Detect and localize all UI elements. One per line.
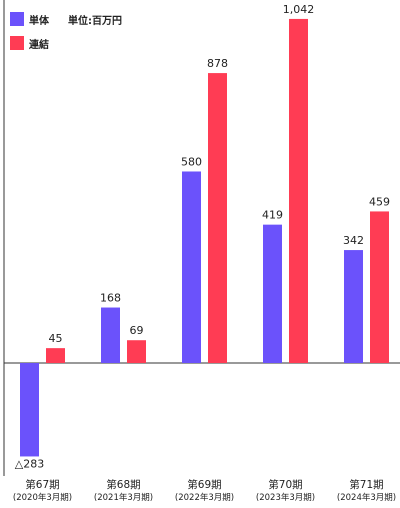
x-tick-main-5: 第71期 <box>349 479 384 491</box>
x-tick-label-5: 第71期 (2024年3月期) <box>317 478 400 504</box>
bar-single-3 <box>182 171 201 363</box>
x-tick-label-3: 第69期 (2022年3月期) <box>155 478 255 504</box>
data-label-single-4: 419 <box>262 209 283 222</box>
legend-item-consolidated: 連結 <box>10 34 49 52</box>
x-tick-sub-3: (2022年3月期) <box>174 493 235 503</box>
data-label-consolidated-1: 45 <box>49 332 63 345</box>
bar-single-4 <box>263 224 282 363</box>
x-tick-sub-1: (2020年3月期) <box>12 493 73 503</box>
bar-consolidated-2 <box>127 340 146 363</box>
data-label-consolidated-5: 459 <box>369 195 390 208</box>
legend-label-single: 単体 <box>29 15 49 27</box>
bar-single-5 <box>344 250 363 363</box>
x-tick-main-2: 第68期 <box>106 479 141 491</box>
data-label-consolidated-3: 878 <box>207 57 228 70</box>
x-tick-main-1: 第67期 <box>25 479 60 491</box>
data-label-single-2: 168 <box>100 292 121 305</box>
x-tick-sub-2: (2021年3月期) <box>93 493 154 503</box>
bar-single-2 <box>101 307 120 363</box>
bar-consolidated-3 <box>208 73 227 363</box>
x-tick-main-4: 第70期 <box>268 479 303 491</box>
data-label-single-3: 580 <box>181 155 202 168</box>
bar-consolidated-1 <box>46 348 65 363</box>
legend-swatch-consolidated <box>10 36 24 50</box>
data-label-consolidated-4: 1,042 <box>283 3 315 16</box>
legend-swatch-single <box>10 12 24 26</box>
bar-single-1 <box>20 363 39 457</box>
legend: 単体 連結 <box>10 10 49 58</box>
bar-consolidated-4 <box>289 18 308 363</box>
x-tick-label-2: 第68期 (2021年3月期) <box>74 478 174 504</box>
data-label-single-5: 342 <box>343 234 364 247</box>
legend-label-consolidated: 連結 <box>29 39 49 51</box>
data-label-single-1: △283 <box>15 457 44 470</box>
x-tick-label-4: 第70期 (2023年3月期) <box>236 478 336 504</box>
legend-item-single: 単体 <box>10 10 49 28</box>
x-tick-label-1: 第67期 (2020年3月期) <box>0 478 93 504</box>
x-tick-sub-5: (2024年3月期) <box>336 493 397 503</box>
x-tick-main-3: 第69期 <box>187 479 222 491</box>
unit-label: 単位:百万円 <box>68 16 122 27</box>
x-tick-sub-4: (2023年3月期) <box>255 493 316 503</box>
data-label-consolidated-2: 69 <box>130 324 144 337</box>
bar-consolidated-5 <box>370 211 389 363</box>
